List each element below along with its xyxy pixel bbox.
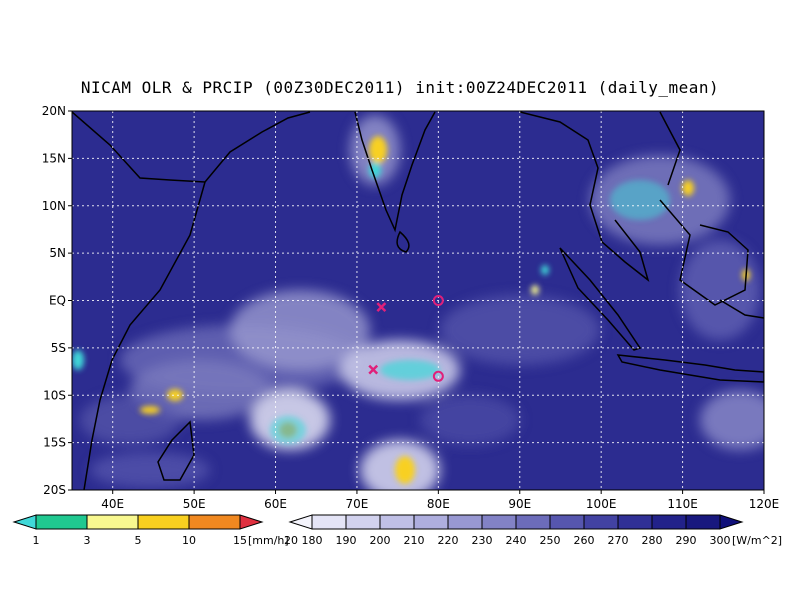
- colorbar-label: 260: [574, 534, 595, 547]
- africa-coast: [83, 181, 206, 490]
- lat-tick-label: EQ: [49, 294, 66, 308]
- lon-tick-label: 50E: [183, 497, 206, 511]
- colorbar-label: 220: [438, 534, 459, 547]
- colorbar-swatch: [413, 514, 449, 530]
- colorbar-over-triangle: [239, 514, 264, 530]
- colorbar-label: 280: [642, 534, 663, 547]
- lat-tick-label: 20N: [42, 104, 66, 118]
- lat-tick-label: 10N: [42, 199, 66, 213]
- colorbar-swatch: [137, 514, 190, 530]
- colorbar-swatch: [311, 514, 347, 530]
- colorbar-swatch: [515, 514, 551, 530]
- colorbar-unit: [W/m^2]: [732, 534, 782, 547]
- borneo-coast: [659, 199, 749, 306]
- lat-tick-label: 5S: [51, 341, 66, 355]
- sri-lanka-coast: [396, 230, 410, 253]
- tracking-markers: [368, 295, 444, 382]
- colorbar-swatch: [617, 514, 653, 530]
- lat-tick-label: 15N: [42, 151, 66, 165]
- colorbar-label: 20: [284, 534, 298, 547]
- circle-marker: [432, 370, 444, 382]
- x-marker: [368, 364, 379, 375]
- lat-tick-label: 5N: [49, 246, 66, 260]
- colorbar-under-triangle: [288, 514, 313, 530]
- coastlines: [72, 111, 764, 490]
- colorbar-label: 200: [370, 534, 391, 547]
- colorbar-swatch: [188, 514, 241, 530]
- colorbar-unit: [mm/h]: [248, 534, 289, 547]
- precip-field: [72, 136, 750, 484]
- colorbar-label: 1: [33, 534, 40, 547]
- lon-tick-label: 110E: [667, 497, 698, 511]
- colorbar-label: 230: [472, 534, 493, 547]
- southeast-asia-coast: [519, 111, 650, 283]
- colorbar-swatch: [651, 514, 687, 530]
- lon-tick-label: 60E: [264, 497, 287, 511]
- colorbar-label: 15: [233, 534, 247, 547]
- colorbar-swatch: [549, 514, 585, 530]
- colorbar-under-triangle: [12, 514, 37, 530]
- lat-tick-label: 20S: [43, 483, 66, 497]
- lon-tick-label: 80E: [427, 497, 450, 511]
- india-coast: [354, 111, 436, 233]
- colorbar-label: 190: [336, 534, 357, 547]
- colorbar-swatch: [35, 514, 88, 530]
- colorbar-over-triangle: [719, 514, 744, 530]
- colorbar-label: 5: [135, 534, 142, 547]
- x-marker: [376, 302, 387, 313]
- colorbar-label: 300: [710, 534, 731, 547]
- colorbar-swatch: [379, 514, 415, 530]
- colorbar-label: 210: [404, 534, 425, 547]
- axis-ticks: 40E 50E 60E 70E 80E 90E 100E 110E 120E 20N 15N 10N 5…: [42, 104, 780, 511]
- lon-tick-label: 100E: [586, 497, 617, 511]
- colorbar-swatch: [447, 514, 483, 530]
- lat-tick-label: 10S: [43, 388, 66, 402]
- colorbar-label: 3: [84, 534, 91, 547]
- gridlines: [72, 111, 764, 490]
- olr-colorbar: 180 190 200 210 220 230 240 250 260 270 280 290 300[…: [288, 514, 782, 547]
- colorbar-label: 10: [182, 534, 196, 547]
- colorbar-swatch: [685, 514, 721, 530]
- sulawesi-coast: [719, 299, 764, 319]
- colorbar-swatch: [481, 514, 517, 530]
- colorbar-label: 270: [608, 534, 629, 547]
- colorbar-label: 290: [676, 534, 697, 547]
- map-area: [72, 111, 764, 490]
- colorbar-label: 250: [540, 534, 561, 547]
- lon-tick-label: 90E: [508, 497, 531, 511]
- chart-title: NICAM OLR & PRCIP (00Z30DEC2011) init:00…: [80, 78, 720, 97]
- sumatra-coast: [559, 247, 642, 351]
- colorbar-label: 240: [506, 534, 527, 547]
- lat-tick-label: 15S: [43, 436, 66, 450]
- lon-tick-label: 70E: [346, 497, 369, 511]
- madagascar-coast: [157, 420, 195, 481]
- vietnam-coast: [659, 111, 681, 186]
- lon-tick-label: 120E: [749, 497, 780, 511]
- colorbar-swatch: [345, 514, 381, 530]
- colorbar-swatch: [583, 514, 619, 530]
- java-coast: [616, 354, 764, 383]
- colorbar-swatch: [86, 514, 139, 530]
- lon-tick-label: 40E: [101, 497, 124, 511]
- circle-marker: [432, 295, 444, 306]
- olr-field: [80, 115, 764, 490]
- precip-colorbar: 1 3 5 10 15 20[mm/h]: [12, 514, 298, 547]
- colorbar-label: 180: [302, 534, 323, 547]
